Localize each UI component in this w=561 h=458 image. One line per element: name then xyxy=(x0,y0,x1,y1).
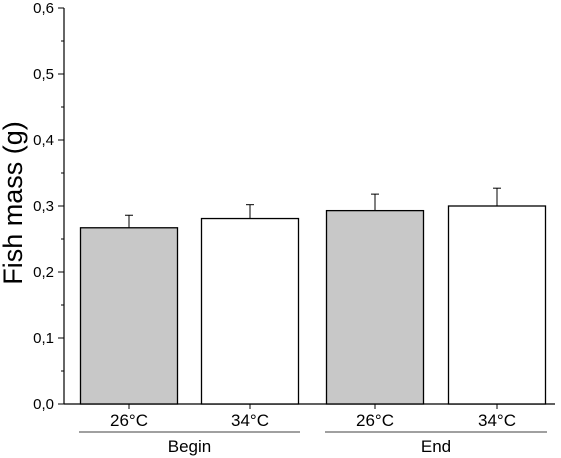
x-tick-label: 34°C xyxy=(478,411,516,430)
y-tick-label: 0,2 xyxy=(33,264,54,281)
x-tick-label: 26°C xyxy=(110,411,148,430)
y-tick-label: 0,1 xyxy=(33,330,54,347)
y-tick-label: 0,0 xyxy=(33,396,54,413)
y-axis-label: Fish mass (g) xyxy=(0,121,28,285)
y-tick-label: 0,3 xyxy=(33,198,54,215)
y-tick-label: 0,6 xyxy=(33,0,54,17)
y-tick-label: 0,5 xyxy=(33,66,54,83)
bar xyxy=(200,217,300,405)
group-label: End xyxy=(421,437,451,456)
bar xyxy=(79,227,179,405)
bar xyxy=(325,209,425,405)
x-tick-label: 26°C xyxy=(356,411,394,430)
y-tick-label: 0,4 xyxy=(33,132,54,149)
bar xyxy=(447,205,547,405)
x-tick-label: 34°C xyxy=(231,411,269,430)
group-label: Begin xyxy=(168,437,211,456)
plot-area: 0,0 0,1 0,2 0,3 0,4 0,5 0,6 26°C 34°C 26°C 34°C Beg… xyxy=(33,0,555,456)
